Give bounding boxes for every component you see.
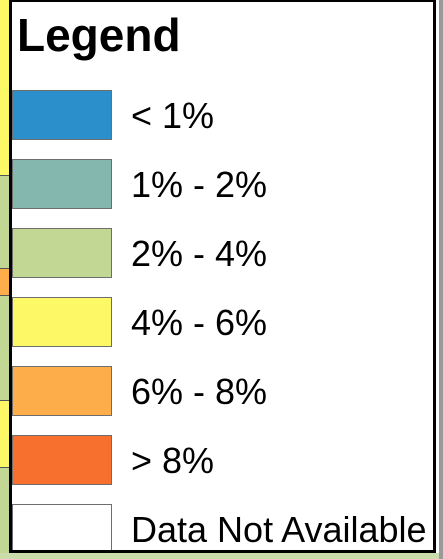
legend-title: Legend <box>17 9 181 61</box>
legend-item-6-to-8-percent: 6% - 8% <box>12 366 433 418</box>
legend-item-label: < 1% <box>131 95 215 136</box>
legend-swatch <box>12 228 112 278</box>
legend-item-4-to-6-percent: 4% - 6% <box>12 297 433 349</box>
legend-item-over-8-percent: > 8% <box>12 435 433 487</box>
map-region-bottom-edge <box>0 553 443 559</box>
map-boundary <box>0 175 16 176</box>
legend-item-label: 6% - 8% <box>131 371 268 412</box>
legend-swatch <box>12 90 112 140</box>
legend-item-data-not-available: Data Not Available <box>12 504 433 550</box>
legend-swatch <box>12 297 112 347</box>
legend-item-1-to-2-percent: 1% - 2% <box>12 159 433 211</box>
legend-item-label: 2% - 4% <box>131 233 268 274</box>
map-boundary <box>0 400 16 401</box>
map-legend: Legend < 1% 1% - 2% 2% - 4% 4% - 6% 6% -… <box>9 0 436 553</box>
legend-item-under-1-percent: < 1% <box>12 90 433 142</box>
legend-swatch <box>12 159 112 209</box>
legend-item-label: > 8% <box>131 440 215 481</box>
map-boundary <box>0 467 16 468</box>
map-region-right-edge <box>439 0 443 559</box>
legend-swatch <box>12 366 112 416</box>
legend-item-label: 1% - 2% <box>131 164 268 205</box>
map-boundary <box>0 268 16 269</box>
legend-swatch <box>12 504 112 550</box>
legend-item-label: 4% - 6% <box>131 302 268 343</box>
legend-item-2-to-4-percent: 2% - 4% <box>12 228 433 280</box>
map-boundary <box>0 295 16 296</box>
legend-swatch <box>12 435 112 485</box>
legend-item-label: Data Not Available <box>131 509 427 550</box>
